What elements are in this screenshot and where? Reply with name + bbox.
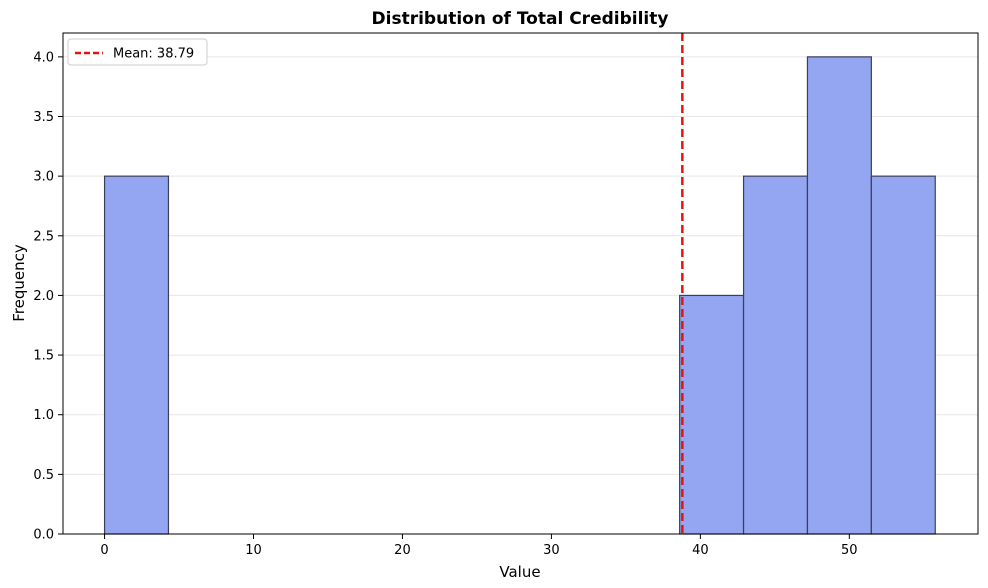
x-tick-label: 30 bbox=[543, 543, 560, 558]
y-tick-label: 2.5 bbox=[33, 229, 54, 244]
grid-lines bbox=[63, 56, 978, 535]
x-axis-label: Value bbox=[499, 563, 540, 581]
y-tick-label: 1.0 bbox=[33, 408, 54, 423]
legend-label-mean: Mean: 38.79 bbox=[113, 47, 194, 62]
histogram-bar-9 bbox=[679, 294, 745, 535]
x-tick-label: 10 bbox=[245, 543, 262, 558]
x-tick-label: 40 bbox=[692, 543, 709, 558]
histogram-bar-11 bbox=[806, 56, 872, 535]
y-axis-ticks: 0.0 0.5 1.0 1.5 2.0 2.5 3.0 3.5 4.0 bbox=[33, 50, 63, 543]
y-tick-label: 4.0 bbox=[33, 50, 54, 65]
legend: Mean: 38.79 bbox=[67, 38, 208, 66]
histogram-bar-10 bbox=[742, 175, 809, 535]
y-tick-label: 1.5 bbox=[33, 349, 54, 364]
plot-frame bbox=[62, 32, 979, 535]
legend-box bbox=[67, 38, 208, 66]
x-tick-label: 0 bbox=[100, 543, 108, 558]
y-axis-label: Frequency bbox=[10, 244, 28, 322]
x-tick-label: 20 bbox=[394, 543, 411, 558]
y-tick-label: 0.0 bbox=[33, 528, 54, 543]
y-tick-label: 3.5 bbox=[33, 110, 54, 125]
chart-title: Distribution of Total Credibility bbox=[372, 9, 669, 29]
histogram-bar-0 bbox=[103, 175, 170, 535]
y-tick-label: 3.0 bbox=[33, 170, 54, 185]
x-tick-label: 50 bbox=[841, 543, 858, 558]
histogram-bar-12 bbox=[870, 175, 936, 535]
y-tick-label: 2.0 bbox=[33, 289, 54, 304]
x-axis-ticks: 0 10 20 30 40 50 bbox=[100, 534, 858, 558]
histogram-bars bbox=[103, 56, 936, 535]
y-tick-label: 0.5 bbox=[33, 468, 54, 483]
